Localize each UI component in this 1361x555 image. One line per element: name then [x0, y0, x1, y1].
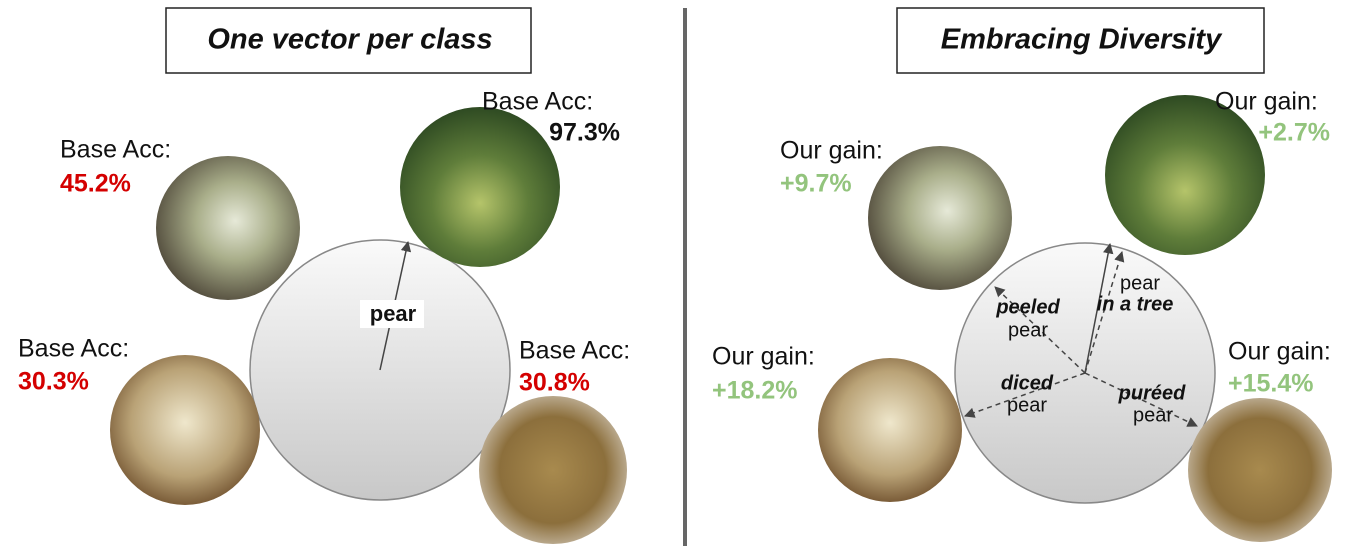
direction-modifier: puréed [1118, 382, 1186, 404]
metric-value: 45.2% [60, 170, 131, 198]
metric-value: 97.3% [549, 119, 620, 147]
photo-diced [110, 355, 260, 505]
photo-peeled [868, 146, 1012, 290]
photo-peeled [156, 156, 300, 300]
direction-vector [1084, 250, 1125, 374]
direction-noun: pear [1007, 394, 1047, 416]
title-box [165, 7, 532, 74]
photo-tree [1105, 95, 1265, 255]
metric-label: Base Acc: [519, 337, 630, 365]
panel-title: Embracing Diversity [941, 24, 1223, 56]
direction-modifier: in a tree [1097, 293, 1174, 315]
metric-label: Base Acc: [482, 88, 593, 116]
metric-value: +2.7% [1258, 119, 1330, 147]
photo-tree [400, 107, 560, 267]
metric-label: Our gain: [780, 137, 883, 165]
metric-value: +15.4% [1228, 370, 1314, 398]
direction-noun: pear [1008, 319, 1048, 341]
direction-vector [994, 286, 1086, 374]
direction-modifier: peeled [995, 296, 1060, 318]
metric-label: Base Acc: [18, 335, 129, 363]
photo-diced [818, 358, 962, 502]
panel-title: One vector per class [207, 24, 492, 56]
label-bg [360, 300, 424, 328]
class-vector [1084, 242, 1114, 374]
metric-label: Our gain: [1228, 338, 1331, 366]
direction-noun: pear [1133, 404, 1173, 426]
direction-vector [1084, 372, 1198, 427]
center-label: pear [370, 301, 417, 326]
metric-value: 30.8% [519, 369, 590, 397]
direction-noun: pear [1120, 272, 1160, 294]
photo-pureed [479, 396, 627, 544]
title-box [896, 7, 1265, 74]
direction-modifier: diced [1001, 372, 1054, 394]
metric-label: Our gain: [1215, 88, 1318, 116]
metric-label: Base Acc: [60, 136, 171, 164]
metric-label: Our gain: [712, 343, 815, 371]
metric-value: 30.3% [18, 368, 89, 396]
metric-value: +9.7% [780, 170, 852, 198]
direction-vector [964, 372, 1086, 418]
metric-value: +18.2% [712, 377, 798, 405]
photo-pureed [1188, 398, 1332, 542]
